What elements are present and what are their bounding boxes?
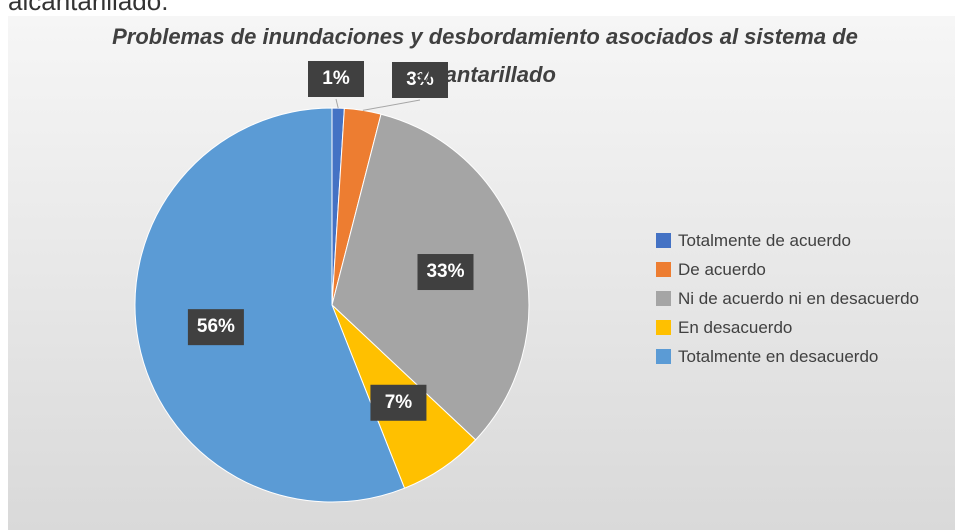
data-label-box <box>417 254 474 291</box>
legend-item: En desacuerdo <box>656 313 948 342</box>
legend-item: De acuerdo <box>656 255 948 284</box>
legend-swatch <box>656 349 671 364</box>
legend-item: Ni de acuerdo ni en desacuerdo <box>656 284 948 313</box>
legend-label: Ni de acuerdo ni en desacuerdo <box>678 289 919 308</box>
legend-swatch <box>656 291 671 306</box>
data-label: 33% <box>426 261 464 282</box>
caption: alcantarillado. <box>8 0 169 16</box>
chart-title: Problemas de inundaciones y desbordamien… <box>112 24 858 87</box>
legend-item: Totalmente en desacuerdo <box>656 342 948 371</box>
legend-swatch <box>656 233 671 248</box>
pie-slice <box>134 107 406 503</box>
legend-swatch <box>656 262 671 277</box>
legend-label: Totalmente en desacuerdo <box>678 347 879 366</box>
data-label: 7% <box>385 392 413 413</box>
data-label-box <box>392 62 448 98</box>
data-label-box <box>308 61 364 97</box>
legend-swatch <box>656 320 671 335</box>
legend-label: De acuerdo <box>678 260 766 279</box>
leader-line <box>335 98 339 109</box>
data-label-box <box>370 384 427 421</box>
leader-line <box>362 99 421 111</box>
legend-label: Totalmente de acuerdo <box>678 231 851 250</box>
legend-label: En desacuerdo <box>678 318 793 337</box>
legend-item: Totalmente de acuerdo <box>656 226 948 255</box>
legend: Totalmente de acuerdo De acuerdo Ni de acu… <box>656 226 948 371</box>
data-label: 3% <box>406 69 434 90</box>
data-label: 56% <box>197 316 235 337</box>
data-label-box <box>187 309 244 346</box>
data-label: 1% <box>322 68 350 89</box>
